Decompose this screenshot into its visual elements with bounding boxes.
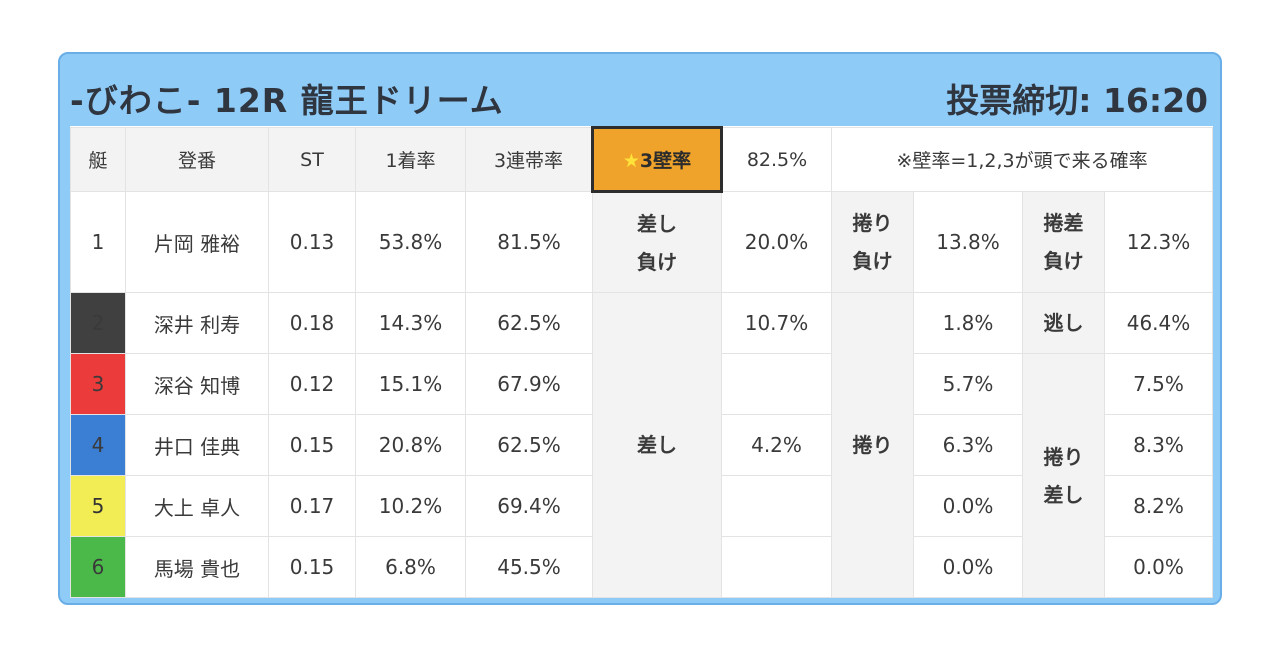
makurisashi-make-value: 12.3% bbox=[1104, 191, 1213, 293]
makuri-label: 捲り bbox=[831, 292, 914, 598]
wall-rate-note: ※壁率=1,2,3が頭で来る確率 bbox=[831, 127, 1213, 192]
racer-st: 0.18 bbox=[268, 292, 356, 354]
race-table: 艇 登番 ST 1着率 3連帯率 ★3壁率 82.5% ※壁率=1,2,3が頭で… bbox=[70, 126, 1213, 598]
racer-rate1: 14.3% bbox=[355, 292, 466, 354]
table-header-row: 艇 登番 ST 1着率 3連帯率 ★3壁率 82.5% ※壁率=1,2,3が頭で… bbox=[70, 126, 1213, 193]
makuri-make-value: 13.8% bbox=[913, 191, 1023, 293]
makuri-value: 0.0% bbox=[913, 536, 1023, 598]
racer-rate1: 20.8% bbox=[355, 414, 466, 476]
makuri-make-label: 捲り 負け bbox=[831, 191, 914, 293]
table-row: 1 片岡 雅裕 0.13 53.8% 81.5% 差し 負け 20.0% 捲り 負け… bbox=[70, 191, 1213, 293]
racer-rate3: 81.5% bbox=[465, 191, 593, 293]
race-card: -びわこ- 12R 龍王ドリーム 投票締切: 16:20 艇 登番 ST 1着率… bbox=[58, 52, 1222, 605]
racer-name: 深井 利寿 bbox=[125, 292, 269, 354]
nige-value: 46.4% bbox=[1104, 292, 1213, 354]
table-row: 2 深井 利寿 0.18 14.3% 62.5% 差し 10.7% 捲り 1.8… bbox=[70, 292, 1213, 598]
table-row: 6 馬場 貴也 0.15 6.8% 45.5% 0.0% 0.0% bbox=[70, 536, 1213, 598]
makurisashi-value: 0.0% bbox=[1104, 536, 1213, 598]
racer-rate3: 62.5% bbox=[465, 292, 593, 354]
boat-number: 1 bbox=[70, 191, 126, 293]
makurisashi-value: 8.3% bbox=[1104, 414, 1213, 476]
sashi-make-value: 20.0% bbox=[721, 191, 832, 293]
makurisashi-make-label: 捲差 負け bbox=[1022, 191, 1105, 293]
table-row: 5 大上 卓人 0.17 10.2% 69.4% 0.0% 8.2% bbox=[70, 475, 1213, 537]
makuri-value: 1.8% bbox=[913, 292, 1023, 354]
makurisashi-value: 7.5% bbox=[1104, 353, 1213, 415]
racer-name: 深谷 知博 bbox=[125, 353, 269, 415]
racer-name: 馬場 貴也 bbox=[125, 536, 269, 598]
racer-rate1: 10.2% bbox=[355, 475, 466, 537]
makuri-value: 0.0% bbox=[913, 475, 1023, 537]
col-boat: 艇 bbox=[70, 127, 126, 192]
col-rate3: 3連帯率 bbox=[465, 127, 593, 192]
racer-rate3: 69.4% bbox=[465, 475, 593, 537]
makurisashi-value: 8.2% bbox=[1104, 475, 1213, 537]
boat-number: 2 bbox=[70, 292, 126, 354]
col-st: ST bbox=[268, 127, 356, 192]
sashi-label: 差し bbox=[592, 292, 722, 598]
wall-rate-header: ★3壁率 bbox=[591, 126, 723, 193]
boat-number: 5 bbox=[70, 475, 126, 537]
racer-st: 0.15 bbox=[268, 536, 356, 598]
boat-number: 4 bbox=[70, 414, 126, 476]
racer-rate1: 6.8% bbox=[355, 536, 466, 598]
sashi-value: 4.2% bbox=[721, 414, 832, 476]
racer-name: 井口 佳典 bbox=[125, 414, 269, 476]
racer-rate3: 62.5% bbox=[465, 414, 593, 476]
makurisashi-label: 捲り 差し bbox=[1022, 353, 1105, 598]
racer-rate1: 15.1% bbox=[355, 353, 466, 415]
wall-rate-label: 3壁率 bbox=[639, 150, 692, 172]
sashi-value bbox=[721, 475, 832, 537]
boat-number: 6 bbox=[70, 536, 126, 598]
racer-rate1: 53.8% bbox=[355, 191, 466, 293]
racer-rate3: 45.5% bbox=[465, 536, 593, 598]
racer-st: 0.17 bbox=[268, 475, 356, 537]
racer-name: 片岡 雅裕 bbox=[125, 191, 269, 293]
racer-st: 0.12 bbox=[268, 353, 356, 415]
col-rate1: 1着率 bbox=[355, 127, 466, 192]
wall-rate-value: 82.5% bbox=[721, 127, 832, 192]
sashi-make-label: 差し 負け bbox=[592, 191, 722, 293]
nige-label: 逃し bbox=[1022, 292, 1105, 354]
boat-number: 3 bbox=[70, 353, 126, 415]
race-title: -びわこ- 12R 龍王ドリーム bbox=[70, 81, 504, 120]
sashi-value bbox=[721, 536, 832, 598]
vote-deadline: 投票締切: 16:20 bbox=[946, 81, 1208, 120]
col-name: 登番 bbox=[125, 127, 269, 192]
racer-st: 0.13 bbox=[268, 191, 356, 293]
racer-st: 0.15 bbox=[268, 414, 356, 476]
racer-rate3: 67.9% bbox=[465, 353, 593, 415]
star-icon: ★ bbox=[622, 150, 640, 172]
makuri-value: 5.7% bbox=[913, 353, 1023, 415]
sashi-value: 10.7% bbox=[721, 292, 832, 354]
sashi-value bbox=[721, 353, 832, 415]
table-row: 3 深谷 知博 0.12 15.1% 67.9% 5.7% 捲り 差し 7.5% bbox=[70, 353, 1213, 598]
makuri-value: 6.3% bbox=[913, 414, 1023, 476]
racer-name: 大上 卓人 bbox=[125, 475, 269, 537]
